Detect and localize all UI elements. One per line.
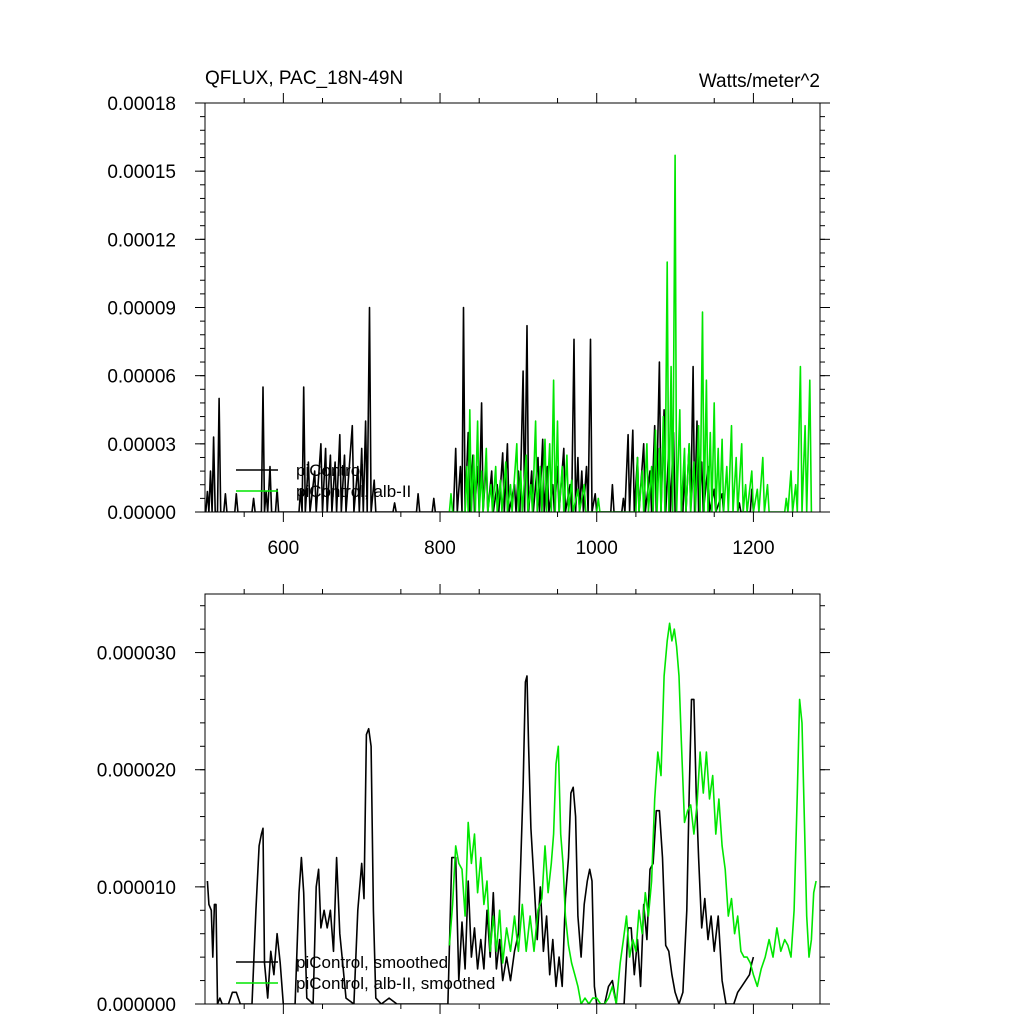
top-x-tick-label: 1200 bbox=[732, 538, 774, 559]
bottom-series-line-picontrol-alb-ii bbox=[448, 622, 817, 1004]
top-y-tick-label: 0.00015 bbox=[107, 162, 176, 183]
top-legend-label-1: piControl, alb-II bbox=[296, 482, 411, 501]
bottom-y-tick-label: 0.000020 bbox=[97, 761, 176, 782]
bottom-series-group bbox=[206, 622, 817, 1004]
top-y-tick-label: 0.00012 bbox=[107, 230, 176, 251]
top-chart-title-left: QFLUX, PAC_18N-49N bbox=[205, 68, 403, 89]
bottom-series-line-picontrol bbox=[206, 675, 755, 1004]
bottom-legend-label-1: piControl, alb-II, smoothed bbox=[296, 974, 495, 993]
top-y-tick-label: 0.00003 bbox=[107, 435, 176, 456]
top-series-line-picontrol-alb-ii bbox=[448, 154, 813, 512]
bottom-chart-panel: 0.000000 0.000010 0.000020 0.000030 piContro… bbox=[97, 584, 830, 1016]
bottom-y-tick-label: 0.000010 bbox=[97, 878, 176, 899]
bottom-legend-label-0: piControl, smoothed bbox=[296, 953, 448, 972]
top-series-line-picontrol bbox=[205, 306, 755, 512]
top-y-tick-label: 0.00006 bbox=[107, 367, 176, 388]
top-y-tick-label: 0.00018 bbox=[107, 94, 176, 115]
bottom-plot-frame bbox=[204, 593, 821, 1005]
top-legend-label-0: piControl bbox=[296, 461, 364, 480]
top-y-tick-label: 0.00009 bbox=[107, 299, 176, 320]
bottom-y-tick-label: 0.000000 bbox=[97, 995, 176, 1016]
top-x-tick-label: 1000 bbox=[576, 538, 618, 559]
top-chart-title-right: Watts/meter^2 bbox=[699, 71, 820, 92]
bottom-y-tick-label: 0.000030 bbox=[97, 644, 176, 665]
top-x-tick-label: 800 bbox=[424, 538, 456, 559]
top-y-tick-label: 0.00000 bbox=[107, 503, 176, 524]
top-x-tick-label: 600 bbox=[267, 538, 299, 559]
top-chart-panel: 600 800 1000 1200 0.00000 0.00003 0.00006 0.000… bbox=[107, 93, 830, 559]
top-series-group bbox=[205, 154, 813, 512]
